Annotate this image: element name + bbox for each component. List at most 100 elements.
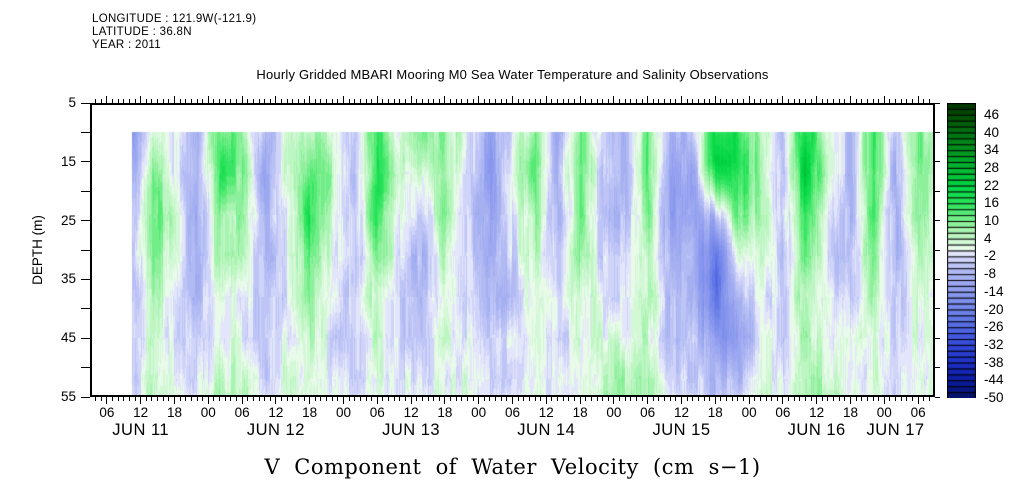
x-axis-tick: [850, 397, 851, 404]
colorbar-tick-label: 34: [984, 142, 1000, 158]
x-axis-tick: [444, 96, 446, 103]
x-axis-tick: [545, 397, 547, 404]
x-axis-tick: [573, 397, 575, 401]
x-axis-tick: [861, 397, 863, 401]
x-axis-tick: [506, 397, 508, 401]
x-axis-tick: [923, 99, 925, 103]
y-axis-tick: [81, 190, 90, 192]
x-axis-tick: [585, 397, 587, 401]
y-axis-tick: [81, 131, 90, 133]
y-axis-tick: [935, 131, 940, 133]
x-axis-tick: [652, 99, 654, 103]
x-axis-tick: [213, 99, 215, 103]
x-axis-tick: [202, 99, 204, 103]
x-axis-tick: [478, 96, 480, 103]
x-axis-tick: [714, 96, 716, 103]
x-axis-tick: [404, 99, 406, 103]
x-axis-tick: [354, 99, 356, 103]
x-axis-tick: [557, 397, 559, 401]
x-axis-tick: [664, 99, 666, 103]
x-hour-label: 00: [741, 405, 757, 420]
x-hour-label: 00: [200, 405, 216, 420]
x-axis-tick: [607, 397, 609, 401]
x-axis-tick: [95, 99, 97, 103]
plot-frame: [90, 103, 935, 397]
x-axis-tick: [421, 99, 423, 103]
x-hour-label: 06: [369, 405, 385, 420]
x-axis-tick: [838, 397, 840, 401]
colorbar-tick-label: 28: [984, 159, 1000, 175]
x-axis-tick: [196, 99, 198, 103]
x-axis-tick: [376, 397, 378, 404]
x-axis-tick: [523, 99, 525, 103]
x-axis-tick: [365, 99, 367, 103]
x-axis-tick: [348, 99, 350, 103]
x-axis-tick: [635, 397, 637, 401]
x-axis-tick: [247, 99, 249, 103]
x-axis-tick: [157, 397, 159, 401]
x-axis-tick: [906, 397, 908, 401]
y-axis-tick: [935, 190, 940, 192]
colorbar-tick-label: -50: [984, 390, 1004, 405]
x-axis-tick: [692, 99, 694, 103]
y-axis-tick: [81, 396, 90, 398]
x-axis-tick: [551, 397, 553, 401]
x-axis-tick: [833, 397, 835, 401]
x-axis-tick: [517, 99, 519, 103]
x-axis-tick: [720, 397, 722, 401]
x-axis-tick: [799, 99, 801, 103]
y-axis-tick: [935, 337, 940, 339]
x-axis-tick: [382, 99, 384, 103]
x-axis-tick: [855, 99, 857, 103]
x-axis-tick: [359, 99, 361, 103]
x-axis-tick: [737, 397, 739, 401]
x-axis-tick: [466, 99, 468, 103]
x-axis-tick: [117, 397, 119, 401]
x-hour-label: 12: [538, 405, 554, 420]
x-hour-label: 06: [910, 405, 926, 420]
x-axis-tick: [134, 397, 136, 401]
x-axis-tick: [433, 397, 435, 401]
x-axis-tick: [512, 397, 513, 404]
x-axis-tick: [911, 99, 913, 103]
x-axis-tick: [297, 99, 299, 103]
x-axis-tick: [337, 397, 339, 401]
x-axis-tick: [872, 99, 874, 103]
heatmap-canvas: [92, 105, 933, 395]
x-axis-tick: [219, 99, 221, 103]
x-axis-tick: [500, 397, 502, 401]
x-axis-tick: [106, 96, 108, 103]
x-axis-tick: [686, 397, 688, 401]
y-tick-label: 25: [60, 212, 76, 228]
x-axis-tick: [354, 397, 356, 401]
x-axis-tick: [168, 397, 170, 401]
x-axis-tick: [624, 397, 626, 401]
x-axis-tick: [523, 397, 525, 401]
x-axis-tick: [438, 99, 440, 103]
x-axis-tick: [247, 397, 249, 401]
x-axis-tick: [596, 99, 598, 103]
x-axis-tick: [816, 96, 818, 103]
x-axis-tick: [844, 99, 846, 103]
x-axis-tick: [697, 397, 699, 401]
x-axis-tick: [731, 99, 733, 103]
x-axis-tick: [207, 96, 209, 103]
x-hour-label: 06: [99, 405, 115, 420]
x-axis-tick: [664, 397, 666, 401]
x-hour-label: 00: [335, 405, 352, 420]
x-axis-tick: [500, 99, 502, 103]
x-axis-tick: [495, 99, 497, 103]
x-axis-tick: [534, 99, 536, 103]
x-axis-tick: [596, 397, 598, 401]
x-axis-tick: [185, 397, 187, 401]
colorbar-tick-label: 40: [984, 124, 1000, 140]
x-axis-tick: [202, 397, 204, 401]
x-axis-tick: [528, 99, 530, 103]
x-axis-tick: [562, 397, 564, 401]
x-axis-tick: [326, 397, 328, 401]
x-hour-label: 00: [471, 405, 487, 420]
x-hour-label: 06: [234, 405, 250, 420]
x-axis-tick: [326, 99, 328, 103]
x-axis-tick: [292, 99, 294, 103]
x-axis-tick: [590, 99, 592, 103]
